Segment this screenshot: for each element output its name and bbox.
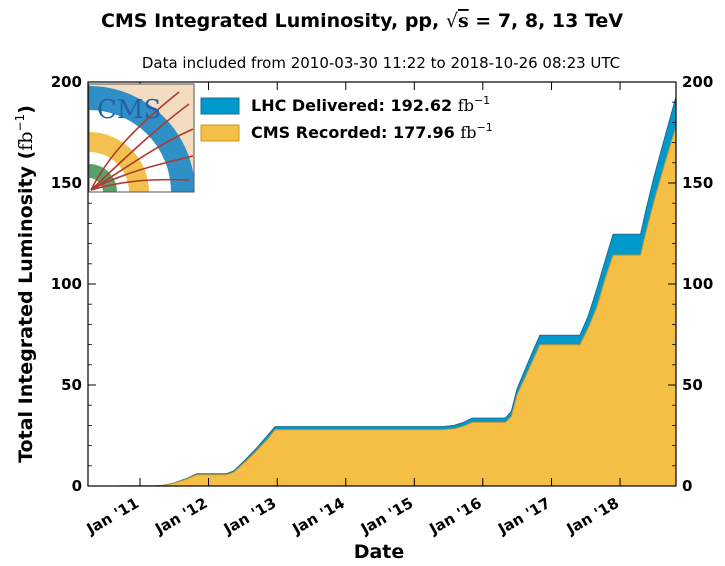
chart-title: CMS Integrated Luminosity, pp, √s = 7, 8… [101, 10, 623, 32]
legend-swatch-recorded [200, 124, 240, 142]
y-tick-label-left: 100 [51, 275, 82, 293]
cms-logo: CMS [88, 83, 195, 193]
legend-swatch-delivered [200, 97, 240, 115]
x-tick-label: Jan '13 [220, 494, 279, 539]
logo-tracks [90, 91, 194, 191]
logo-text: CMS [97, 95, 161, 125]
y-tick-label-left: 150 [51, 174, 82, 192]
y-axis-label: Total Integrated Luminosity (fb−1) [13, 105, 37, 463]
x-tick-label: Jan '17 [494, 494, 553, 539]
x-tick-label: Jan '15 [357, 494, 416, 539]
area-series-1 [88, 126, 677, 487]
x-axis-label: Date [354, 541, 405, 563]
y-tick-label-right: 100 [682, 275, 713, 293]
y-tick-label-left: 0 [72, 477, 82, 495]
y-tick-label-right: 50 [682, 376, 703, 394]
legend-label-recorded: CMS Recorded: 177.96 fb−1 [251, 121, 493, 142]
y-axis-right: 0 50 100 150 200 [668, 73, 713, 495]
x-tick-label: Jan '18 [563, 494, 622, 539]
x-tick-label: Jan '14 [288, 494, 347, 539]
y-tick-label-right: 150 [682, 174, 713, 192]
x-tick-label: Jan '11 [83, 494, 142, 539]
x-tick-label: Jan '12 [151, 494, 210, 539]
y-tick-label-right: 200 [682, 73, 713, 91]
y-tick-label-left: 200 [51, 73, 82, 91]
area-layer [88, 96, 677, 487]
chart-subtitle: Data included from 2010-03-30 11:22 to 2… [142, 54, 620, 72]
legend: LHC Delivered: 192.62 fb−1 CMS Recorded:… [200, 94, 493, 142]
x-tick-label: Jan '16 [426, 494, 485, 539]
y-axis-left: 0 50 100 150 200 [51, 73, 96, 495]
y-tick-label-left: 50 [61, 376, 82, 394]
y-tick-label-right: 0 [682, 477, 692, 495]
legend-label-delivered: LHC Delivered: 192.62 fb−1 [251, 94, 490, 115]
